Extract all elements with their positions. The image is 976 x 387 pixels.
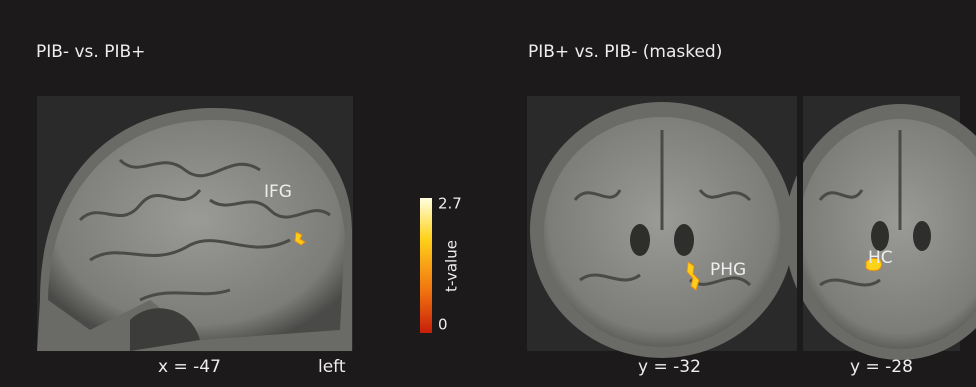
region-label: PHG xyxy=(710,260,746,280)
panel-title: PIB- vs. PIB+ xyxy=(36,42,145,62)
coordinate-label: x = -47 xyxy=(158,357,221,377)
sagittal-image xyxy=(37,96,353,351)
region-label: IFG xyxy=(264,182,292,202)
side-label: left xyxy=(318,357,346,377)
colorbar-max: 2.7 xyxy=(438,195,462,213)
coronal-image xyxy=(785,96,976,360)
region-label: HC xyxy=(868,248,893,268)
colorbar-label: t-value xyxy=(443,240,461,292)
coronal-image xyxy=(527,96,797,358)
panel-title: PIB+ vs. PIB- (masked) xyxy=(528,42,722,62)
coordinate-label: y = -28 xyxy=(850,357,913,377)
figure: PIB- vs. PIB+ IFG x = -47 left 2.7 0 t-v… xyxy=(0,0,976,387)
colorbar xyxy=(420,198,432,333)
colorbar-min: 0 xyxy=(438,316,448,334)
coordinate-label: y = -32 xyxy=(638,357,701,377)
page: PIB- vs. PIB+ IFG x = -47 left 2.7 0 t-v… xyxy=(0,0,976,387)
